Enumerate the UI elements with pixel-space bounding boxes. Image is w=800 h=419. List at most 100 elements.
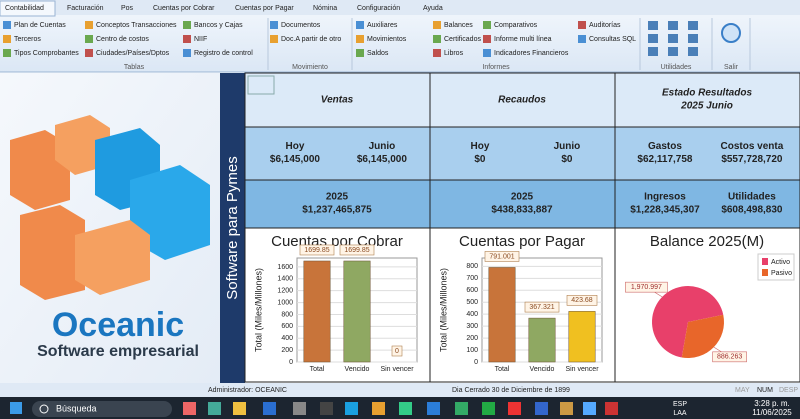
dashboard-cell <box>429 179 616 229</box>
start-button[interactable] <box>10 402 22 414</box>
y-tick-label: 600 <box>466 287 478 294</box>
ribbon-group-label: Salir <box>724 64 739 71</box>
ribbon-tab[interactable]: Cuentas por Cobrar <box>153 5 215 12</box>
ribbon-icon <box>356 49 364 57</box>
ribbon-icon <box>578 35 586 43</box>
brand-name: Oceanic <box>52 306 184 344</box>
y-tick-label: 200 <box>281 347 293 354</box>
ribbon-button[interactable]: NIIF <box>194 36 207 43</box>
ribbon-button[interactable]: Libros <box>444 50 464 57</box>
cell-label: Gastos <box>648 141 682 152</box>
dashboard-cell <box>244 72 431 128</box>
ribbon-button[interactable]: Registro de control <box>194 50 253 57</box>
ribbon-button[interactable]: Terceros <box>14 36 41 43</box>
ribbon-icon <box>3 21 11 29</box>
search-box[interactable] <box>32 401 172 417</box>
ribbon-button[interactable]: Centro de costos <box>96 36 149 43</box>
ribbon-icon <box>433 35 441 43</box>
cell-value: $608,498,830 <box>721 205 783 216</box>
active-tab[interactable] <box>0 0 56 17</box>
ribbon-button[interactable]: Saldos <box>367 50 389 57</box>
bar <box>303 260 331 363</box>
y-tick-label: 1000 <box>277 299 293 306</box>
ribbon-icon <box>433 21 441 29</box>
utility-icon[interactable] <box>648 34 658 43</box>
y-tick-label: 700 <box>466 275 478 282</box>
cell-value: $6,145,000 <box>270 154 320 165</box>
ribbon-tab[interactable]: Facturación <box>67 5 104 12</box>
value-label-box <box>712 351 747 363</box>
utility-icon[interactable] <box>688 34 698 43</box>
ribbon-icon <box>183 21 191 29</box>
ribbon-tab[interactable]: Nómina <box>313 5 337 12</box>
ribbon-icon <box>270 35 278 43</box>
x-tick-label: Vencido <box>530 366 555 373</box>
bar <box>568 311 596 363</box>
ribbon-tab[interactable]: Configuración <box>357 5 400 12</box>
ribbon-icon <box>183 49 191 57</box>
ribbon-button[interactable]: Certificados <box>444 36 481 43</box>
ribbon-button[interactable]: Ciudades/Países/Dptos <box>96 50 170 57</box>
ribbon-button[interactable]: Bancos y Cajas <box>194 22 243 29</box>
value-label: 1699.85 <box>304 247 329 254</box>
taskbar-apps[interactable] <box>183 402 618 415</box>
legend-label: Pasivo <box>771 270 792 277</box>
ribbon-button[interactable]: Documentos <box>281 22 321 29</box>
utility-icon[interactable] <box>668 34 678 43</box>
ribbon-button[interactable]: Auditorías <box>589 22 621 29</box>
y-tick-label: 800 <box>281 311 293 318</box>
ribbon-icon <box>85 49 93 57</box>
utility-icon[interactable] <box>668 21 678 30</box>
refresh-overlay[interactable] <box>247 75 275 95</box>
exit-icon[interactable] <box>721 23 741 43</box>
value-label-box <box>484 251 520 262</box>
utility-icon[interactable] <box>648 21 658 30</box>
status-day: Dia Cerrado 30 de Diciembre de 1899 <box>452 387 570 394</box>
ribbon-button[interactable]: Doc.A partir de otro <box>281 36 341 43</box>
ribbon-tab[interactable]: Pos <box>121 5 134 12</box>
utility-icon[interactable] <box>688 47 698 56</box>
ribbon-icon <box>85 35 93 43</box>
cell-label: Costos venta <box>721 141 784 152</box>
legend-swatch <box>762 258 768 265</box>
ribbon-button[interactable]: Comparativos <box>494 22 538 29</box>
ribbon-icon <box>356 35 364 43</box>
ribbon-button[interactable]: Informe multi línea <box>494 36 552 43</box>
ribbon-icon <box>433 49 441 57</box>
ribbon-button[interactable]: Balances <box>444 22 473 29</box>
legend-label: Activo <box>771 259 790 266</box>
x-tick-label: Sin vencer <box>565 366 599 373</box>
x-tick-label: Vencido <box>345 366 370 373</box>
cell-label: Junio <box>554 141 581 152</box>
utility-icon[interactable] <box>668 47 678 56</box>
status-key: MAY <box>735 387 750 394</box>
chart-title: Cuentas por Cobrar <box>271 233 403 250</box>
value-label: 1,970.997 <box>631 284 662 291</box>
ribbon-tab[interactable]: Cuentas por Pagar <box>235 5 294 12</box>
ribbon-button[interactable]: Indicadores Financieros <box>494 50 569 57</box>
pie-slice <box>652 285 724 358</box>
utility-icon[interactable] <box>688 21 698 30</box>
ribbon-button[interactable]: Movimientos <box>367 36 407 43</box>
y-tick-label: 500 <box>466 299 478 306</box>
ribbon-group-label: Utilidades <box>661 64 692 71</box>
utility-icon[interactable] <box>648 47 658 56</box>
ribbon-button[interactable]: Tipos Comprobantes <box>14 50 79 57</box>
x-tick-label: Sin vencer <box>380 366 414 373</box>
y-tick-label: 600 <box>281 323 293 330</box>
cell-label: Ingresos <box>644 192 686 203</box>
ribbon-tab[interactable]: Contabilidad <box>5 5 44 12</box>
tab-strip <box>0 0 800 15</box>
status-key: NUM <box>757 387 773 394</box>
ribbon-button[interactable]: Consultas SQL <box>589 36 636 43</box>
ribbon-button[interactable]: Plan de Cuentas <box>14 22 66 29</box>
ribbon-button[interactable]: Conceptos Transacciones <box>96 22 177 29</box>
pie-slice <box>681 314 724 358</box>
value-label-box <box>625 281 668 293</box>
ribbon-tab[interactable]: Ayuda <box>423 5 443 12</box>
ribbon-icon <box>356 21 364 29</box>
ribbon-button[interactable]: Auxiliares <box>367 22 398 29</box>
dashboard-cell <box>614 72 800 128</box>
logo-cubes <box>10 115 210 300</box>
